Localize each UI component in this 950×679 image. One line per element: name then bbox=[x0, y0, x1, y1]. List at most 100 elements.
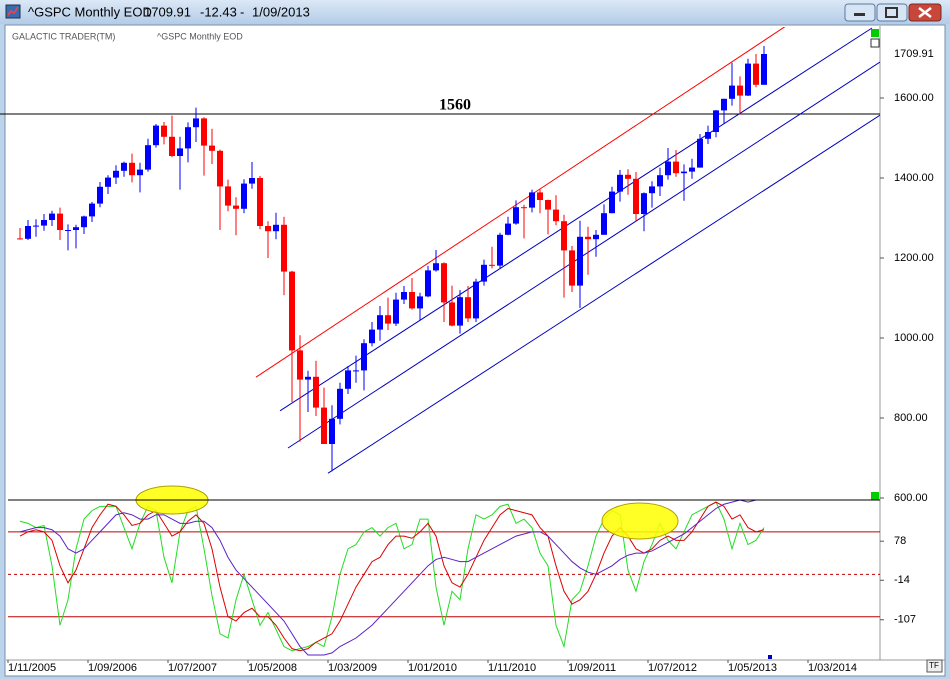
candle-body bbox=[249, 178, 255, 184]
candle-body bbox=[353, 370, 359, 372]
x-tick-label: 1/03/2009 bbox=[328, 662, 377, 674]
x-tick-label: 1/03/2014 bbox=[808, 662, 857, 674]
candle-body bbox=[193, 118, 199, 128]
candle-body bbox=[65, 230, 71, 231]
candle-body bbox=[185, 127, 191, 149]
x-tick-label: 1/05/2013 bbox=[728, 662, 777, 674]
candle-body bbox=[545, 200, 551, 210]
candle-body bbox=[297, 350, 303, 380]
panel-handle[interactable] bbox=[871, 492, 879, 500]
candle-body bbox=[473, 281, 479, 319]
candle-body bbox=[633, 178, 639, 214]
window-change: -12.43 bbox=[200, 4, 237, 19]
candle-body bbox=[601, 213, 607, 235]
x-tick-label: 1/05/2008 bbox=[248, 662, 297, 674]
candle-body bbox=[673, 161, 679, 174]
candle-body bbox=[481, 264, 487, 282]
candle-body bbox=[97, 186, 103, 204]
highlight-ellipse bbox=[601, 502, 679, 540]
candle-body bbox=[649, 186, 655, 194]
candle-body bbox=[281, 224, 287, 272]
app-icon-glyph bbox=[7, 6, 19, 16]
candle-body bbox=[537, 192, 543, 200]
candle-body bbox=[753, 63, 759, 85]
candle-body bbox=[697, 138, 703, 168]
timeframe-button-label: TF bbox=[929, 661, 939, 670]
candle-body bbox=[585, 236, 591, 240]
trend-channel-line bbox=[279, 27, 873, 412]
candle-body bbox=[465, 297, 471, 319]
candle-body bbox=[169, 136, 175, 156]
window-date: 1/09/2013 bbox=[252, 4, 310, 19]
candle-body bbox=[569, 250, 575, 286]
candle-body bbox=[201, 118, 207, 146]
candle-body bbox=[705, 132, 711, 139]
y-tick-label: 800.00 bbox=[894, 412, 928, 424]
candle-body bbox=[497, 234, 503, 266]
candle-body bbox=[129, 162, 135, 176]
candle-body bbox=[337, 388, 343, 419]
candle-body bbox=[489, 264, 495, 266]
x-tick-label: 1/09/2006 bbox=[88, 662, 137, 674]
last-price-label: 1709.91 bbox=[894, 48, 934, 60]
candle-body bbox=[657, 175, 663, 187]
candle-body bbox=[145, 145, 151, 170]
window-title: ^GSPC Monthly EOD bbox=[28, 4, 152, 19]
y-tick-label: 1200.00 bbox=[894, 252, 934, 264]
candle-body bbox=[121, 162, 127, 171]
window-separator: - bbox=[240, 4, 244, 19]
candle-body bbox=[225, 186, 231, 206]
candle-body bbox=[313, 376, 319, 408]
candle-body bbox=[25, 226, 31, 239]
candle-body bbox=[433, 263, 439, 271]
axes: 600.00 800.00 1000.00 1200.00 1400.00 1600.00… bbox=[0, 48, 934, 674]
candle-body bbox=[409, 292, 415, 309]
close-button[interactable] bbox=[908, 3, 942, 22]
candle-body bbox=[369, 329, 375, 344]
candle-body bbox=[385, 315, 391, 324]
candle-body bbox=[321, 407, 327, 444]
candle-body bbox=[425, 270, 431, 297]
candle-body bbox=[737, 85, 743, 96]
candle-body bbox=[33, 225, 39, 227]
candle-body bbox=[153, 125, 159, 146]
candle-body bbox=[521, 207, 527, 209]
candle-body bbox=[241, 183, 247, 209]
y-tick-label: -14 bbox=[894, 574, 910, 586]
oscillator-panel bbox=[8, 500, 880, 656]
candle-body bbox=[617, 174, 623, 192]
candle-body bbox=[177, 148, 183, 156]
x-tick-label: 1/11/2010 bbox=[488, 662, 536, 674]
candle-body bbox=[593, 234, 599, 240]
chart-area bbox=[4, 24, 946, 677]
candle-body bbox=[761, 54, 767, 85]
panel-toggle[interactable] bbox=[870, 38, 880, 48]
minimize-button[interactable] bbox=[844, 3, 876, 22]
candle-body bbox=[89, 203, 95, 217]
annotations bbox=[135, 485, 679, 540]
cursor-marker bbox=[768, 655, 772, 659]
restore-button[interactable] bbox=[876, 3, 908, 22]
candle-body bbox=[113, 170, 119, 178]
y-tick-label: 1000.00 bbox=[894, 332, 934, 344]
candle-body bbox=[361, 343, 367, 371]
candle-body bbox=[161, 125, 167, 137]
candle-body bbox=[137, 169, 143, 176]
trend-channel-line bbox=[287, 61, 880, 449]
candle-body bbox=[233, 205, 239, 209]
candle-body bbox=[73, 227, 79, 230]
panel-handle[interactable] bbox=[871, 29, 879, 37]
candle-body bbox=[609, 191, 615, 214]
x-tick-label: 1/07/2012 bbox=[648, 662, 697, 674]
x-tick-label: 1/01/2010 bbox=[408, 662, 457, 674]
candle-body bbox=[721, 98, 727, 111]
timeframe-button[interactable] bbox=[926, 659, 943, 673]
candle-body bbox=[729, 85, 735, 99]
candle-body bbox=[625, 174, 631, 179]
window-price: 1709.91 bbox=[144, 4, 191, 19]
candle-body bbox=[441, 263, 447, 303]
candle-body bbox=[401, 292, 407, 300]
candle-body bbox=[209, 145, 215, 151]
chart-label: GALACTIC TRADER(TM) bbox=[12, 31, 115, 41]
